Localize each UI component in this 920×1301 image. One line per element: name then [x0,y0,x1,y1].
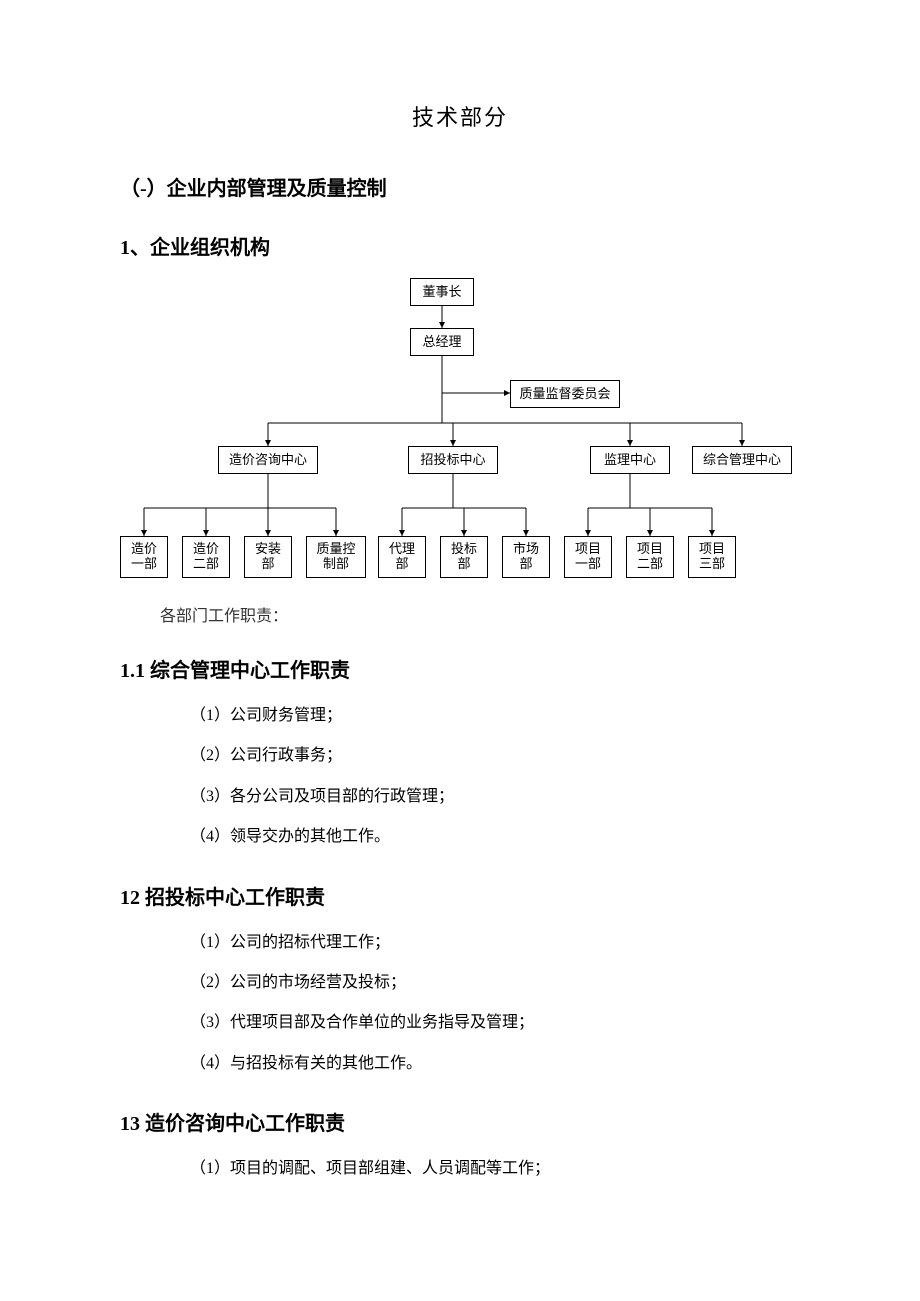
chart-caption: 各部门工作职责： [160,602,800,626]
sec13-item1: （1）项目的调配、项目部组建、人员调配等工作； [190,1154,800,1184]
heading-1.3: 13 造价咨询中心工作职责 [120,1107,800,1136]
sec12-item4: （4）与招投标有关的其他工作。 [190,1049,800,1079]
org-node-leaf4: 质量控 制部 [306,536,366,578]
heading-1.1: 1.1 综合管理中心工作职责 [120,654,800,683]
sec11-item3: （3）各分公司及项目部的行政管理； [190,782,800,812]
document-page: 技术部分 （-）企业内部管理及质量控制 1、企业组织机构 董事长总经理质量监督委… [0,0,920,1301]
sec11-item4: （4）领导交办的其他工作。 [190,822,800,852]
sec12-item1: （1）公司的招标代理工作； [190,928,800,958]
page-title: 技术部分 [120,100,800,132]
org-node-leaf1: 造价 一部 [120,536,168,578]
sec12-item2: （2）公司的市场经营及投标； [190,968,800,998]
sub-heading-1: 1、企业组织机构 [120,231,800,260]
org-node-leaf8: 项目 一部 [564,536,612,578]
org-node-qc: 质量监督委员会 [510,380,620,408]
org-node-gm: 总经理 [410,328,474,356]
org-node-leaf10: 项目 三部 [688,536,736,578]
org-node-cost_c: 造价咨询中心 [218,446,318,474]
org-node-leaf5: 代理 部 [378,536,426,578]
org-node-bid_c: 招投标中心 [408,446,498,474]
sec12-item3: （3）代理项目部及合作单位的业务指导及管理； [190,1008,800,1038]
org-node-leaf7: 市场 部 [502,536,550,578]
heading-1.2: 12 招投标中心工作职责 [120,881,800,910]
org-node-chairman: 董事长 [410,278,474,306]
sec11-item1: （1）公司财务管理； [190,701,800,731]
org-node-gen_c: 综合管理中心 [692,446,792,474]
org-node-sup_c: 监理中心 [590,446,670,474]
org-node-leaf9: 项目 二部 [626,536,674,578]
sec11-item2: （2）公司行政事务； [190,741,800,771]
org-node-leaf2: 造价 二部 [182,536,230,578]
section-heading: （-）企业内部管理及质量控制 [120,172,800,201]
org-chart: 董事长总经理质量监督委员会造价咨询中心 招投标中心 监理中心综合管理中心造价 一部造… [120,278,800,588]
org-node-leaf6: 投标 部 [440,536,488,578]
org-node-leaf3: 安装 部 [244,536,292,578]
